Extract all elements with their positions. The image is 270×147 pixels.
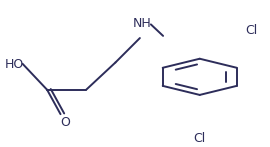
Text: Cl: Cl [245,24,257,37]
Text: O: O [60,116,70,129]
Text: NH: NH [133,17,151,30]
Text: Cl: Cl [194,132,206,145]
Text: HO: HO [5,58,24,71]
